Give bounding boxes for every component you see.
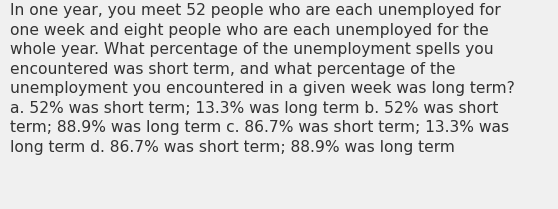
Text: In one year, you meet 52 people who are each unemployed for
one week and eight p: In one year, you meet 52 people who are … xyxy=(10,3,515,155)
